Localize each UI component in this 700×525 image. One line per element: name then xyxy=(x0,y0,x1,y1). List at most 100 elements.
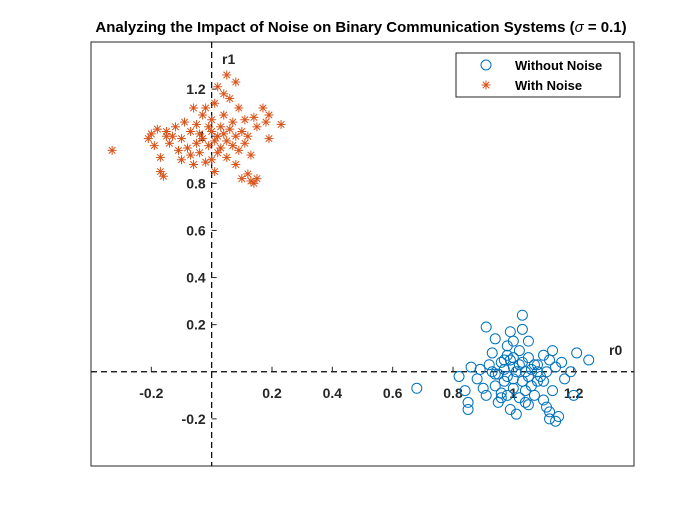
point-without-noise xyxy=(531,359,543,371)
x-axis-label: r0 xyxy=(609,342,622,358)
point-without-noise xyxy=(513,345,525,357)
point-with-noise xyxy=(231,77,241,87)
point-with-noise xyxy=(264,110,274,120)
point-with-noise xyxy=(180,117,190,127)
point-with-noise xyxy=(173,145,183,155)
point-with-noise xyxy=(246,150,256,160)
point-without-noise xyxy=(571,347,583,359)
point-with-noise xyxy=(240,115,250,125)
point-with-noise xyxy=(234,145,244,155)
legend-marker-without-noise xyxy=(480,59,492,71)
point-without-noise xyxy=(486,366,498,378)
point-with-noise xyxy=(189,159,199,169)
axes-layer xyxy=(91,42,634,466)
point-with-noise xyxy=(207,115,217,125)
point-without-noise xyxy=(522,399,534,411)
point-with-noise xyxy=(143,134,153,144)
point-with-noise xyxy=(252,174,262,184)
point-with-noise xyxy=(161,131,171,141)
point-with-noise xyxy=(207,127,217,137)
point-with-noise xyxy=(207,155,217,165)
y-tick-label: 0.6 xyxy=(186,222,206,238)
point-with-noise xyxy=(210,98,220,108)
point-with-noise xyxy=(219,110,229,120)
point-with-noise xyxy=(177,134,186,144)
x-tick-label: -0.2 xyxy=(139,385,163,401)
point-with-noise xyxy=(276,119,286,129)
point-without-noise xyxy=(495,392,507,404)
point-with-noise xyxy=(155,152,165,162)
point-with-noise xyxy=(252,122,262,132)
y-axis-label: r1 xyxy=(222,51,235,67)
point-with-noise xyxy=(204,141,214,151)
point-with-noise xyxy=(210,167,220,177)
point-without-noise xyxy=(462,403,474,415)
point-without-noise xyxy=(528,389,540,401)
point-with-noise xyxy=(192,138,202,148)
legend[interactable]: Without Noise With Noise xyxy=(455,52,621,98)
chart-title: Analyzing the Impact of Noise on Binary … xyxy=(95,19,626,36)
point-with-noise xyxy=(264,134,274,144)
point-without-noise xyxy=(474,363,486,375)
point-without-noise xyxy=(544,406,556,418)
point-with-noise xyxy=(170,122,180,132)
point-without-noise xyxy=(522,335,534,347)
point-without-noise xyxy=(547,385,559,397)
point-without-noise xyxy=(501,389,513,401)
point-without-noise xyxy=(538,394,549,406)
point-with-noise xyxy=(213,148,223,158)
point-without-noise xyxy=(483,359,495,371)
point-with-noise xyxy=(201,103,211,113)
point-without-noise xyxy=(528,359,540,371)
point-with-noise xyxy=(231,159,241,169)
point-with-noise xyxy=(249,112,259,122)
x-tick-label: 1.2 xyxy=(564,385,584,401)
point-without-noise xyxy=(553,411,565,423)
point-without-noise xyxy=(498,354,510,366)
point-without-noise xyxy=(489,368,501,380)
point-without-noise xyxy=(519,396,531,408)
point-without-noise xyxy=(507,361,519,373)
sigma-symbol: σ xyxy=(575,19,585,36)
point-with-noise xyxy=(225,124,235,134)
point-without-noise xyxy=(489,380,501,392)
point-with-noise xyxy=(249,178,259,188)
point-with-noise xyxy=(186,150,196,160)
legend-label-without-noise: Without Noise xyxy=(515,58,602,73)
point-without-noise xyxy=(516,309,528,321)
point-with-noise xyxy=(231,131,241,141)
point-with-noise xyxy=(222,70,232,80)
point-with-noise xyxy=(198,134,208,144)
point-with-noise xyxy=(107,145,117,155)
legend-asterisk-shape xyxy=(481,80,491,90)
x-tick-label: 0.4 xyxy=(323,385,343,401)
plot-area xyxy=(90,41,635,467)
point-with-noise xyxy=(177,155,186,165)
point-without-noise xyxy=(480,389,492,401)
point-with-noise xyxy=(195,148,205,158)
point-without-noise xyxy=(504,354,516,366)
point-with-noise xyxy=(219,89,229,99)
y-tick-label: 0.4 xyxy=(186,270,206,286)
point-with-noise xyxy=(189,103,199,113)
point-with-noise xyxy=(146,129,156,139)
point-without-noise xyxy=(513,359,525,371)
point-without-noise xyxy=(495,387,507,399)
point-with-noise xyxy=(195,129,205,139)
point-without-noise xyxy=(568,389,580,401)
point-with-noise xyxy=(149,141,159,151)
point-with-noise xyxy=(186,127,196,137)
point-with-noise xyxy=(158,171,168,181)
point-with-noise xyxy=(204,122,214,132)
point-without-noise xyxy=(516,323,528,335)
point-with-noise xyxy=(216,122,226,132)
y-tick-label: 1.2 xyxy=(186,81,206,97)
point-without-noise xyxy=(459,385,471,397)
point-with-noise xyxy=(216,143,226,153)
point-without-noise xyxy=(453,370,465,382)
point-with-noise xyxy=(210,136,220,146)
point-with-noise xyxy=(198,110,208,120)
point-with-noise xyxy=(228,141,238,151)
point-without-noise xyxy=(522,352,534,364)
point-with-noise xyxy=(237,174,247,184)
